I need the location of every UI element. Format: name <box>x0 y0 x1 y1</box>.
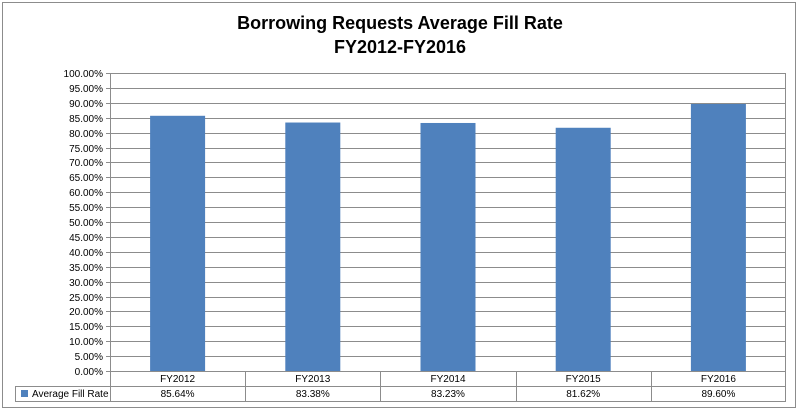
x-category-label: FY2012 <box>160 374 195 385</box>
bar <box>285 122 341 371</box>
y-tick-label: 100.00% <box>64 69 104 80</box>
x-category-label: FY2016 <box>701 374 736 385</box>
y-tick-label: 30.00% <box>69 278 103 289</box>
data-label: 89.60% <box>701 389 735 400</box>
y-tick-label: 20.00% <box>69 307 103 318</box>
data-label: 83.38% <box>296 389 330 400</box>
y-tick-label: 40.00% <box>69 248 103 259</box>
y-tick-label: 65.00% <box>69 173 103 184</box>
y-tick-label: 80.00% <box>69 129 103 140</box>
x-category-label: FY2013 <box>295 374 330 385</box>
chart-subtitle: FY2012-FY2016 <box>334 37 466 57</box>
bar <box>690 103 746 371</box>
bar <box>150 115 206 371</box>
data-table: FY2012 85.64% FY2013 83.38% FY2014 83.23% FY20… <box>15 371 786 402</box>
y-tick-label: 50.00% <box>69 218 103 229</box>
bar <box>420 122 476 371</box>
y-tick-label: 35.00% <box>69 263 103 274</box>
y-tick-label: 10.00% <box>69 337 103 348</box>
x-category-label: FY2015 <box>566 374 601 385</box>
bar <box>555 127 611 371</box>
y-tick-label: 95.00% <box>69 84 103 95</box>
legend-series-name: Average Fill Rate <box>32 389 109 400</box>
y-tick-label: 45.00% <box>69 233 103 244</box>
data-label: 83.23% <box>431 389 465 400</box>
y-tick-label: 0.00% <box>75 367 103 378</box>
x-category-label: FY2014 <box>430 374 465 385</box>
y-tick-label: 15.00% <box>69 322 103 333</box>
y-tick-label: 5.00% <box>75 352 103 363</box>
y-tick-label: 70.00% <box>69 158 103 169</box>
y-tick-label: 55.00% <box>69 203 103 214</box>
y-tick-label: 75.00% <box>69 144 103 155</box>
legend-swatch <box>21 390 28 397</box>
y-tick-label: 90.00% <box>69 99 103 110</box>
y-axis-ticks: 0.00% 5.00% 10.00% 15.00% 20.00% 25.00% 30.00%… <box>64 69 104 378</box>
chart-title: Borrowing Requests Average Fill Rate <box>237 13 563 33</box>
y-tick-label: 25.00% <box>69 293 103 304</box>
y-tick-label: 85.00% <box>69 114 103 125</box>
chart-frame <box>2 2 796 408</box>
bars <box>150 103 746 371</box>
data-label: 81.62% <box>566 389 600 400</box>
data-label: 85.64% <box>161 389 195 400</box>
y-tick-label: 60.00% <box>69 188 103 199</box>
